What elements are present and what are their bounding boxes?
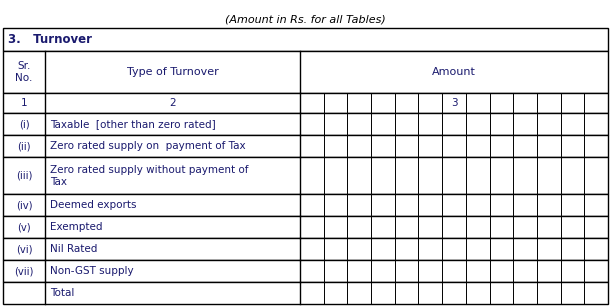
Text: Taxable  [other than zero rated]: Taxable [other than zero rated] — [50, 119, 216, 130]
Bar — [3, 135, 608, 157]
Bar — [3, 93, 608, 114]
Bar — [3, 157, 608, 194]
Text: 3.   Turnover: 3. Turnover — [8, 33, 92, 46]
Text: Nil Rated: Nil Rated — [50, 244, 97, 254]
Text: (vii): (vii) — [14, 266, 34, 276]
Text: Exempted: Exempted — [50, 222, 103, 232]
Text: (i): (i) — [19, 119, 29, 130]
Text: 2: 2 — [169, 98, 176, 108]
Text: Total: Total — [50, 288, 75, 298]
Bar — [3, 51, 608, 93]
Text: (ii): (ii) — [17, 141, 31, 151]
Text: Type of Turnover: Type of Turnover — [126, 67, 218, 77]
Text: (iii): (iii) — [16, 171, 32, 181]
Text: 1: 1 — [21, 98, 27, 108]
Text: (vi): (vi) — [16, 244, 32, 254]
Bar — [3, 216, 608, 238]
Bar — [3, 282, 608, 304]
Text: (v): (v) — [17, 222, 31, 232]
Text: Zero rated supply on  payment of Tax: Zero rated supply on payment of Tax — [50, 141, 246, 151]
Text: (iv): (iv) — [16, 200, 32, 210]
Bar — [3, 28, 608, 51]
Text: Amount: Amount — [432, 67, 476, 77]
Text: Zero rated supply without payment of
Tax: Zero rated supply without payment of Tax — [50, 165, 249, 187]
Text: 3: 3 — [451, 98, 457, 108]
Text: Deemed exports: Deemed exports — [50, 200, 136, 210]
Bar — [3, 238, 608, 260]
Bar — [3, 114, 608, 135]
Text: Non-GST supply: Non-GST supply — [50, 266, 134, 276]
Text: (Amount in Rs. for all Tables): (Amount in Rs. for all Tables) — [225, 14, 386, 24]
Bar — [3, 260, 608, 282]
Bar — [3, 194, 608, 216]
Text: Sr.
No.: Sr. No. — [15, 61, 32, 83]
